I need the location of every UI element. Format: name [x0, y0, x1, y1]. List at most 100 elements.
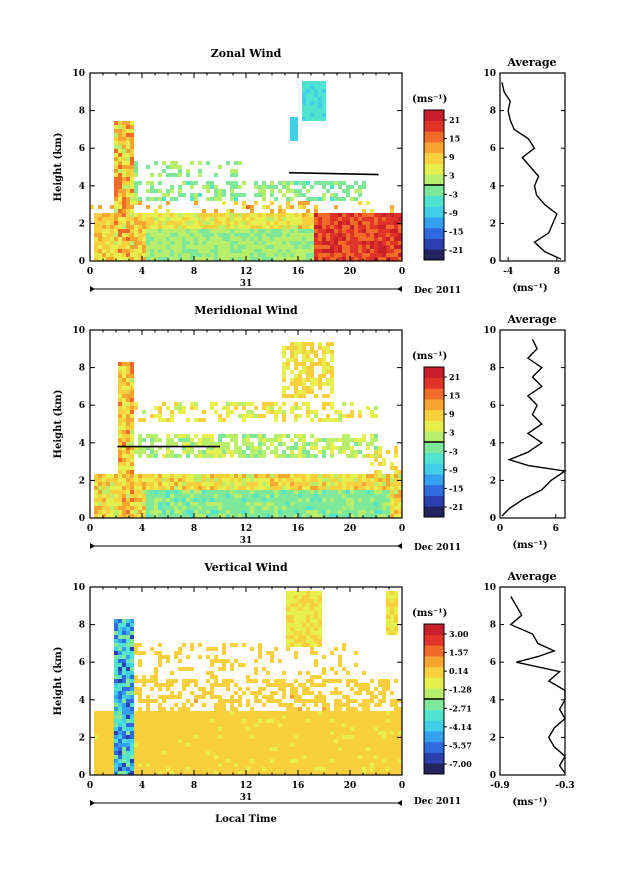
heatmap-cell [390, 595, 394, 599]
heatmap-cell [322, 743, 326, 747]
heatmap-cell [318, 233, 322, 237]
heatmap-cell [318, 257, 322, 261]
heatmap-cell [166, 735, 170, 739]
heatmap-cell [274, 418, 278, 422]
heatmap-cell [262, 454, 266, 458]
heatmap-cell [98, 506, 102, 510]
heatmap-cell [122, 201, 126, 205]
heatmap-cell [302, 85, 306, 89]
heatmap-cell [346, 743, 350, 747]
heatmap-cell [226, 683, 230, 687]
heatmap-cell [254, 739, 258, 743]
heatmap-cell [386, 687, 390, 691]
heatmap-cell [198, 486, 202, 490]
heatmap-cell [210, 249, 214, 253]
heatmap-cell [318, 731, 322, 735]
heatmap-cell [394, 446, 398, 450]
heatmap-cell [262, 723, 266, 727]
heatmap-cell [362, 711, 366, 715]
heatmap-cell [226, 687, 230, 691]
heatmap-cell [358, 506, 362, 510]
heatmap-cell [294, 623, 298, 627]
heatmap-cell [242, 755, 246, 759]
heatmap-cell [118, 442, 122, 446]
heatmap-cell [326, 245, 330, 249]
heatmap-cell [274, 410, 278, 414]
heatmap-cell [262, 213, 266, 217]
heatmap-cell [314, 81, 318, 85]
heatmap-cell [354, 478, 358, 482]
heatmap-cell [146, 434, 150, 438]
heatmap-cell [334, 205, 338, 209]
avg-x-tick-label: 0 [497, 524, 503, 534]
heatmap-cell [354, 751, 358, 755]
heatmap-cell [298, 482, 302, 486]
heatmap-cell [326, 711, 330, 715]
heatmap-cell [310, 366, 314, 370]
heatmap-cell [134, 510, 138, 514]
heatmap-cell [390, 474, 394, 478]
heatmap-cell [94, 747, 98, 751]
heatmap-cell [270, 490, 274, 494]
heatmap-cell [298, 446, 302, 450]
heatmap-cell [294, 394, 298, 398]
heatmap-cell [134, 759, 138, 763]
heatmap-cell [118, 197, 122, 201]
heatmap-cell [282, 731, 286, 735]
heatmap-cell [286, 454, 290, 458]
heatmap-cell [290, 257, 294, 261]
heatmap-cell [362, 715, 366, 719]
heatmap-cell [342, 695, 346, 699]
heatmap-cell [290, 727, 294, 731]
heatmap-cell [158, 181, 162, 185]
heatmap-cell [126, 743, 130, 747]
heatmap-cell [122, 221, 126, 225]
heatmap-cell [286, 217, 290, 221]
heatmap-cell [310, 679, 314, 683]
heatmap-cell [122, 213, 126, 217]
heatmap-cell [246, 482, 250, 486]
heatmap-cell [98, 502, 102, 506]
heatmap-cell [126, 623, 130, 627]
heatmap-cell [362, 221, 366, 225]
heatmap-cell [206, 438, 210, 442]
heatmap-cell [338, 719, 342, 723]
heatmap-cell [142, 249, 146, 253]
heatmap-cell [286, 767, 290, 771]
heatmap-cell [142, 763, 146, 767]
heatmap-cell [190, 719, 194, 723]
heatmap-cell [318, 675, 322, 679]
heatmap-cell [310, 711, 314, 715]
x-tick-label: 0 [87, 267, 93, 277]
heatmap-cell [306, 366, 310, 370]
heatmap-cell [322, 502, 326, 506]
heatmap-cell [330, 506, 334, 510]
heatmap-cell [142, 755, 146, 759]
heatmap-cell [342, 643, 346, 647]
heatmap-cell [122, 486, 126, 490]
heatmap-cell [186, 759, 190, 763]
heatmap-cell [230, 502, 234, 506]
heatmap-cell [362, 494, 366, 498]
colorbar-label: -21 [449, 245, 463, 255]
heatmap-cell [354, 747, 358, 751]
heatmap-cell [222, 442, 226, 446]
heatmap-cell [390, 510, 394, 514]
heatmap-cell [166, 731, 170, 735]
heatmap-cell [198, 711, 202, 715]
heatmap-cell [262, 739, 266, 743]
heatmap-cell [146, 711, 150, 715]
heatmap-cell [182, 739, 186, 743]
heatmap-cell [246, 438, 250, 442]
heatmap-cell [258, 755, 262, 759]
heatmap-cell [202, 442, 206, 446]
heatmap-cell [122, 125, 126, 129]
heatmap-cell [382, 221, 386, 225]
heatmap-cell [390, 213, 394, 217]
heatmap-cell [174, 695, 178, 699]
heatmap-cell [182, 221, 186, 225]
heatmap-cell [114, 233, 118, 237]
heatmap-cell [102, 213, 106, 217]
heatmap-cell [262, 759, 266, 763]
heatmap-cell [190, 161, 194, 165]
